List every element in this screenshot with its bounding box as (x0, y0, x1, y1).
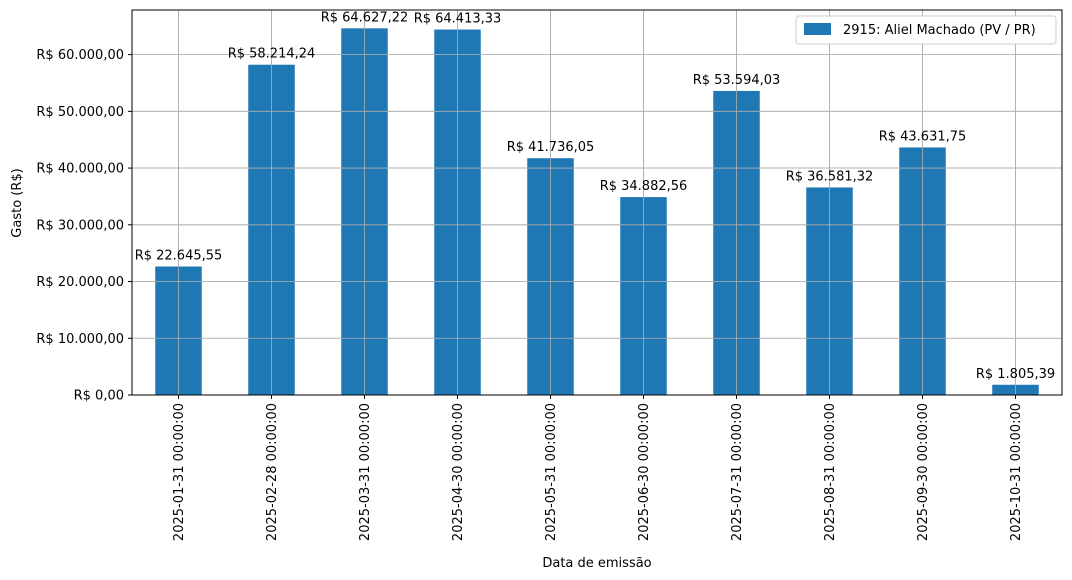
legend-swatch (804, 23, 831, 35)
data-label: R$ 22.645,55 (135, 249, 223, 264)
x-tick-label: 2025-08-31 00:00:00 (823, 403, 838, 541)
y-axis-ticks: R$ 0,00 R$ 10.000,00 R$ 20.000,00 R$ 30.000… (36, 48, 132, 404)
y-tick-label: R$ 40.000,00 (36, 162, 124, 177)
x-tick-label: 2025-04-30 00:00:00 (451, 403, 466, 541)
data-label: R$ 58.214,24 (228, 47, 316, 62)
x-axis-label: Data de emissão (542, 556, 651, 571)
data-label: R$ 53.594,03 (693, 73, 781, 88)
x-axis-ticks: 2025-01-31 00:00:00 2025-02-28 00:00:00 20… (172, 395, 1024, 541)
plot-frame (131, 9, 1063, 396)
legend-entry: 2915: Aliel Machado (PV / PR) (843, 23, 1036, 38)
x-tick-label: 2025-07-31 00:00:00 (730, 403, 745, 541)
data-label: R$ 43.631,75 (879, 129, 967, 144)
x-tick-label: 2025-01-31 00:00:00 (172, 403, 187, 541)
legend: 2915: Aliel Machado (PV / PR) (795, 15, 1057, 45)
y-tick-label: R$ 20.000,00 (36, 275, 124, 290)
y-tick-label: R$ 0,00 (74, 389, 124, 404)
data-labels: R$ 22.645,55 R$ 58.214,24 R$ 64.627,22 R$ 6… (135, 10, 1055, 381)
x-tick-label: 2025-06-30 00:00:00 (637, 403, 652, 541)
x-tick-label: 2025-05-31 00:00:00 (544, 403, 559, 541)
y-tick-label: R$ 50.000,00 (36, 105, 124, 120)
bars (132, 10, 1062, 396)
legend-frame (795, 15, 1057, 45)
data-label: R$ 41.736,05 (507, 140, 595, 155)
x-tick-label: 2025-03-31 00:00:00 (358, 403, 373, 541)
x-tick-label: 2025-02-28 00:00:00 (265, 403, 280, 541)
y-tick-label: R$ 30.000,00 (36, 218, 124, 233)
y-tick-label: R$ 10.000,00 (36, 332, 124, 347)
y-tick-label: R$ 60.000,00 (36, 48, 124, 63)
y-axis-label: Gasto (R$) (10, 168, 25, 237)
data-label: R$ 36.581,32 (786, 169, 874, 184)
data-label: R$ 64.413,33 (414, 12, 502, 27)
data-label: R$ 1.805,39 (976, 367, 1055, 382)
data-label: R$ 34.882,56 (600, 179, 688, 194)
x-tick-label: 2025-09-30 00:00:00 (916, 403, 931, 541)
data-label: R$ 64.627,22 (321, 10, 409, 25)
x-tick-label: 2025-10-31 00:00:00 (1009, 403, 1024, 541)
